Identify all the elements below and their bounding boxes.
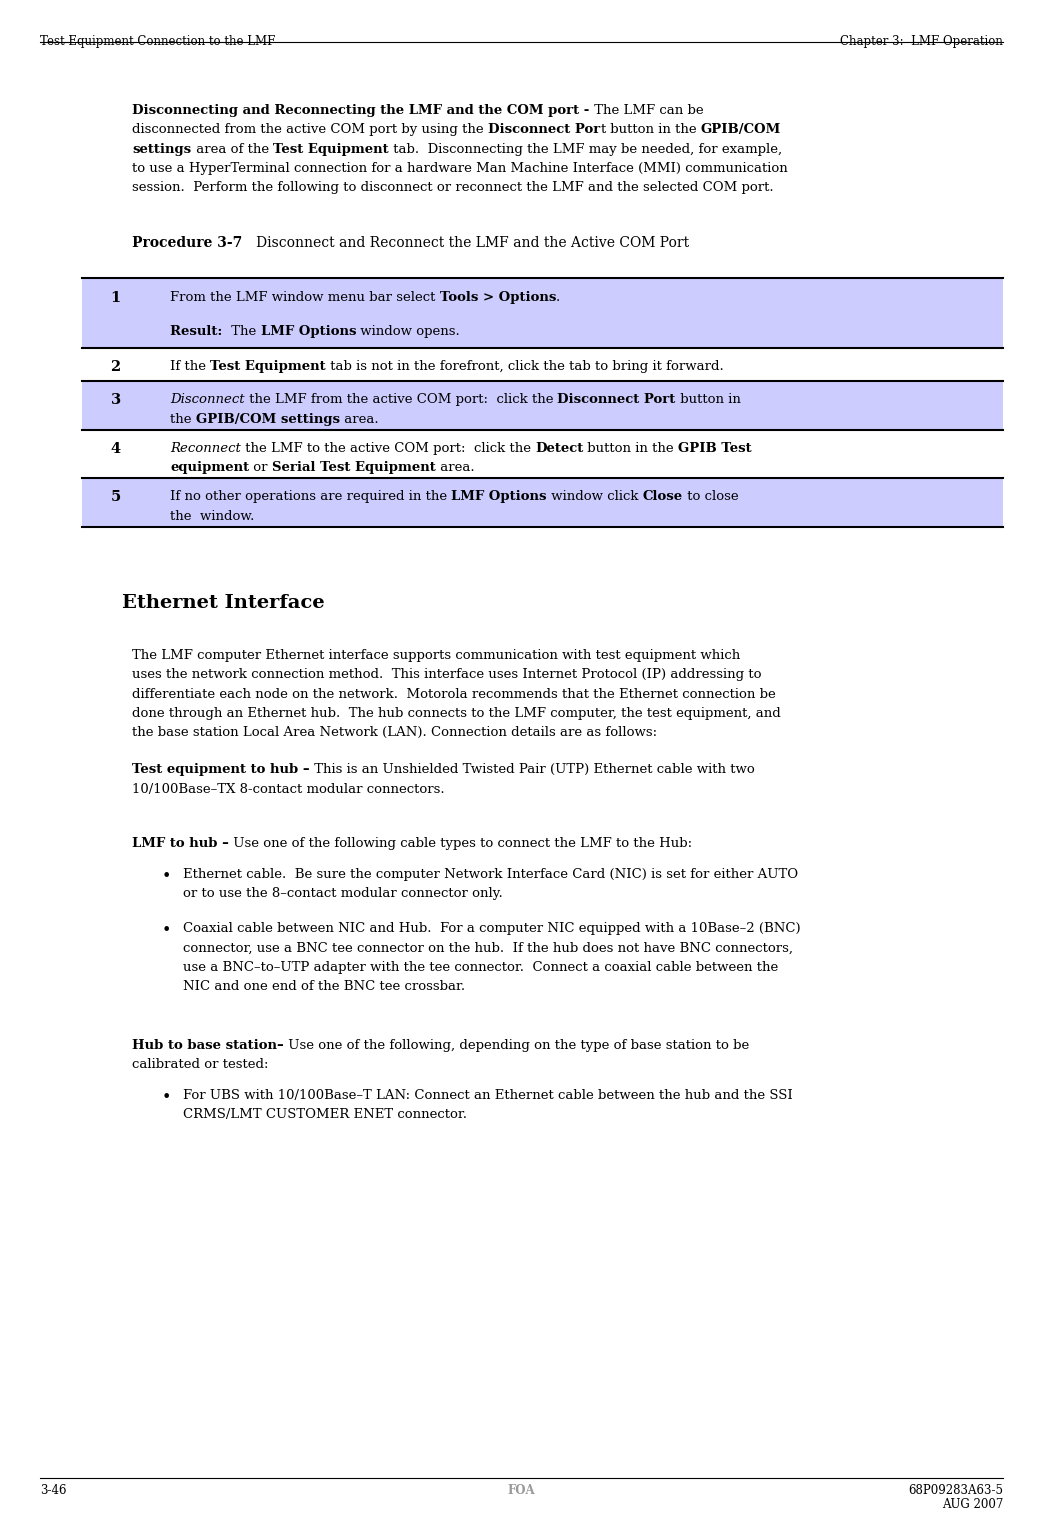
Text: From the LMF window menu bar select: From the LMF window menu bar select bbox=[170, 290, 440, 304]
Text: window click: window click bbox=[547, 490, 642, 504]
Text: •: • bbox=[162, 1089, 171, 1106]
Text: the: the bbox=[170, 412, 196, 426]
Text: Disconnect Por: Disconnect Por bbox=[488, 124, 601, 136]
Text: The LMF computer Ethernet interface supports communication with test equipment w: The LMF computer Ethernet interface supp… bbox=[132, 649, 741, 661]
Text: to close: to close bbox=[683, 490, 738, 504]
Text: Use one of the following, depending on the type of base station to be: Use one of the following, depending on t… bbox=[284, 1038, 750, 1052]
Text: LMF Options: LMF Options bbox=[261, 325, 356, 337]
Text: 2: 2 bbox=[111, 360, 121, 374]
Text: differentiate each node on the network.  Motorola recommends that the Ethernet c: differentiate each node on the network. … bbox=[132, 687, 776, 701]
Text: This is an Unshielded Twisted Pair (UTP) Ethernet cable with two: This is an Unshielded Twisted Pair (UTP)… bbox=[310, 764, 755, 776]
Text: For UBS with 10/100Base–T LAN: Connect an Ethernet cable between the hub and the: For UBS with 10/100Base–T LAN: Connect a… bbox=[183, 1089, 793, 1102]
Text: Ethernet cable.  Be sure the computer Network Interface Card (NIC) is set for ei: Ethernet cable. Be sure the computer Net… bbox=[183, 867, 798, 881]
Text: disconnected from the active COM port by using the: disconnected from the active COM port by… bbox=[132, 124, 488, 136]
Text: FOA: FOA bbox=[508, 1484, 535, 1498]
Text: area of the: area of the bbox=[192, 142, 273, 156]
Text: Test Equipment Connection to the LMF: Test Equipment Connection to the LMF bbox=[40, 35, 275, 49]
Text: Serial Test Equipment: Serial Test Equipment bbox=[272, 461, 436, 475]
Text: tab.  Disconnecting the LMF may be needed, for example,: tab. Disconnecting the LMF may be needed… bbox=[389, 142, 781, 156]
Text: uses the network connection method.  This interface uses Internet Protocol (IP) : uses the network connection method. This… bbox=[132, 669, 762, 681]
Text: 4: 4 bbox=[111, 441, 121, 457]
Text: If the: If the bbox=[170, 360, 211, 374]
Text: tab is not in the forefront, click the tab to bring it forward.: tab is not in the forefront, click the t… bbox=[325, 360, 724, 374]
Text: •: • bbox=[162, 867, 171, 886]
Text: 1: 1 bbox=[111, 290, 121, 304]
Text: AUG 2007: AUG 2007 bbox=[942, 1498, 1003, 1512]
Text: Disconnecting and Reconnecting the LMF and the COM port -: Disconnecting and Reconnecting the LMF a… bbox=[132, 104, 590, 118]
Text: GPIB/COM: GPIB/COM bbox=[701, 124, 781, 136]
Text: Tools > Options: Tools > Options bbox=[440, 290, 556, 304]
Text: Detect: Detect bbox=[535, 441, 583, 455]
Text: Test equipment to hub –: Test equipment to hub – bbox=[132, 764, 310, 776]
Text: or: or bbox=[249, 461, 272, 475]
Text: Chapter 3:  LMF Operation: Chapter 3: LMF Operation bbox=[841, 35, 1003, 49]
Text: LMF to hub –: LMF to hub – bbox=[132, 837, 229, 851]
Text: Test Equipment: Test Equipment bbox=[211, 360, 325, 374]
Text: GPIB/COM settings: GPIB/COM settings bbox=[196, 412, 340, 426]
Bar bbox=[82, 382, 1003, 429]
Text: t: t bbox=[601, 124, 606, 136]
Text: GPIB Test: GPIB Test bbox=[678, 441, 752, 455]
Text: Test Equipment: Test Equipment bbox=[273, 142, 389, 156]
Text: Coaxial cable between NIC and Hub.  For a computer NIC equipped with a 10Base–2 : Coaxial cable between NIC and Hub. For a… bbox=[183, 922, 800, 935]
Bar bbox=[82, 478, 1003, 527]
Text: Reconnect: Reconnect bbox=[170, 441, 241, 455]
Text: Disconnect: Disconnect bbox=[170, 394, 245, 406]
Text: Disconnect Port: Disconnect Port bbox=[557, 394, 676, 406]
Text: The: The bbox=[227, 325, 261, 337]
Text: equipment: equipment bbox=[170, 461, 249, 475]
Text: done through an Ethernet hub.  The hub connects to the LMF computer, the test eq: done through an Ethernet hub. The hub co… bbox=[132, 707, 781, 719]
Text: to use a HyperTerminal connection for a hardware Man Machine Interface (MMI) com: to use a HyperTerminal connection for a … bbox=[132, 162, 789, 176]
Text: NIC and one end of the BNC tee crossbar.: NIC and one end of the BNC tee crossbar. bbox=[183, 980, 464, 994]
Text: the  window.: the window. bbox=[170, 510, 254, 522]
Text: 3: 3 bbox=[111, 394, 121, 408]
Text: LMF Options: LMF Options bbox=[452, 490, 547, 504]
Text: .: . bbox=[556, 290, 560, 304]
Text: Use one of the following cable types to connect the LMF to the Hub:: Use one of the following cable types to … bbox=[229, 837, 693, 851]
Text: 10/100Base–TX 8-contact modular connectors.: 10/100Base–TX 8-contact modular connecto… bbox=[132, 783, 445, 796]
Text: window opens.: window opens. bbox=[356, 325, 460, 337]
Text: •: • bbox=[162, 922, 171, 939]
Text: 3-46: 3-46 bbox=[40, 1484, 66, 1498]
Text: Ethernet Interface: Ethernet Interface bbox=[122, 594, 324, 612]
Text: calibrated or tested:: calibrated or tested: bbox=[132, 1058, 269, 1070]
Text: CRMS/LMT CUSTOMER ENET connector.: CRMS/LMT CUSTOMER ENET connector. bbox=[183, 1109, 466, 1121]
Text: If no other operations are required in the: If no other operations are required in t… bbox=[170, 490, 452, 504]
Text: session.  Perform the following to disconnect or reconnect the LMF and the selec: session. Perform the following to discon… bbox=[132, 182, 774, 194]
Text: Close: Close bbox=[642, 490, 683, 504]
Text: 68P09283A63-5: 68P09283A63-5 bbox=[908, 1484, 1003, 1498]
Text: area.: area. bbox=[340, 412, 379, 426]
Text: connector, use a BNC tee connector on the hub.  If the hub does not have BNC con: connector, use a BNC tee connector on th… bbox=[183, 942, 793, 954]
Text: The LMF can be: The LMF can be bbox=[590, 104, 703, 118]
Text: settings: settings bbox=[132, 142, 192, 156]
Text: the LMF from the active COM port:  click the: the LMF from the active COM port: click … bbox=[245, 394, 557, 406]
Bar bbox=[82, 278, 1003, 348]
Text: 5: 5 bbox=[111, 490, 121, 504]
Text: Disconnect and Reconnect the LMF and the Active COM Port: Disconnect and Reconnect the LMF and the… bbox=[243, 235, 688, 250]
Text: the base station Local Area Network (LAN). Connection details are as follows:: the base station Local Area Network (LAN… bbox=[132, 727, 657, 739]
Text: or to use the 8–contact modular connector only.: or to use the 8–contact modular connecto… bbox=[183, 887, 503, 901]
Text: Procedure 3-7: Procedure 3-7 bbox=[132, 235, 243, 250]
Text: Result:: Result: bbox=[170, 325, 227, 337]
Text: Hub to base station–: Hub to base station– bbox=[132, 1038, 284, 1052]
Text: the LMF to the active COM port:  click the: the LMF to the active COM port: click th… bbox=[241, 441, 535, 455]
Text: area.: area. bbox=[436, 461, 475, 475]
Text: button in the: button in the bbox=[606, 124, 701, 136]
Text: use a BNC–to–UTP adapter with the tee connector.  Connect a coaxial cable betwee: use a BNC–to–UTP adapter with the tee co… bbox=[183, 960, 778, 974]
Text: button in the: button in the bbox=[583, 441, 678, 455]
Text: button in: button in bbox=[676, 394, 741, 406]
